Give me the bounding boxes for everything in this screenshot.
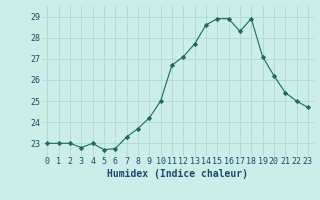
- X-axis label: Humidex (Indice chaleur): Humidex (Indice chaleur): [107, 169, 248, 179]
